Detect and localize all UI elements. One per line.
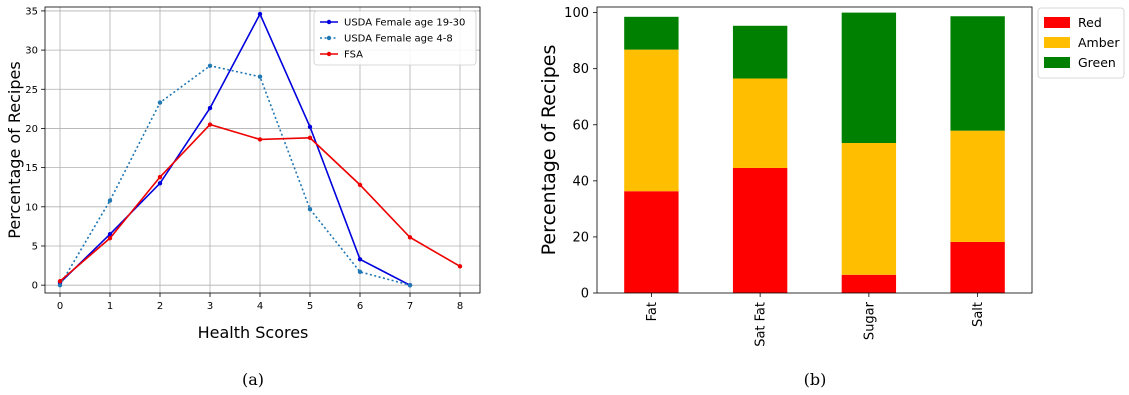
chart-a-ytick-label: 30 — [25, 46, 38, 57]
chart-b-plot-frame — [596, 6, 1033, 294]
chart-b-legend: Red Amber Green — [1037, 7, 1125, 79]
chart-a-point — [107, 198, 113, 203]
chart-b-caption: (b) — [804, 370, 827, 389]
chart-b-bars — [624, 12, 1005, 293]
chart-a-point — [207, 105, 213, 111]
chart-a-xtick-label: 0 — [57, 301, 63, 312]
chart-b-xtick-label: Salt — [971, 302, 986, 327]
chart-a-legend-box — [313, 10, 477, 66]
chart-a-xtick-label: 7 — [407, 301, 413, 312]
chart-b-legend-swatch — [1044, 37, 1070, 48]
chart-a-legend: USDA Female age 19-30 USDA Female age 4-8… — [313, 10, 477, 66]
chart-b-ytick-label: 60 — [572, 118, 589, 133]
chart-a-ylabel: Percentage of Recipes — [5, 61, 24, 238]
chart-a-point — [257, 137, 263, 142]
chart-b-ytick-label: 0 — [581, 287, 589, 302]
chart-a-point — [57, 282, 63, 288]
chart-a-caption: (a) — [242, 370, 264, 389]
chart-a-plot-frame — [44, 6, 481, 294]
chart-b-bar-red — [624, 191, 679, 293]
chart-a-point — [107, 232, 113, 237]
chart-b-bar-amber — [841, 142, 897, 275]
chart-b-ytick-label: 80 — [572, 62, 589, 77]
chart-a-xlabel: Health Scores — [198, 323, 309, 342]
chart-b-legend-swatch — [1044, 17, 1070, 28]
chart-a-series — [57, 11, 463, 288]
chart-a-xtick-label: 5 — [307, 301, 313, 312]
chart-b-legend-swatch — [1044, 57, 1070, 68]
chart-b-bar-amber — [732, 78, 788, 168]
chart-a-ytick-label: 20 — [25, 124, 38, 135]
chart-a-point — [257, 74, 263, 79]
chart-a-xtick-label: 6 — [357, 301, 363, 312]
chart-b-xtick-label: Fat — [645, 302, 660, 321]
chart-a-ytick-label: 25 — [25, 85, 38, 96]
chart-a-legend-label: FSA — [344, 50, 363, 61]
chart-a-point — [307, 206, 313, 212]
chart-b-xtick-label: Sat Fat — [754, 302, 769, 347]
chart-b-bar-red — [732, 167, 788, 293]
chart-a-ticks: 0 1 2 3 4 5 6 7 8 0 5 10 15 20 25 30 35 — [25, 6, 463, 312]
chart-a-point — [357, 257, 363, 262]
chart-b-ylabel: Percentage of Recipes — [538, 45, 560, 256]
chart-a-legend-marker — [326, 19, 332, 25]
chart-a-point — [157, 100, 163, 105]
chart-a-ytick-label: 10 — [25, 202, 38, 213]
chart-b-ytick-label: 20 — [572, 230, 589, 245]
chart-b-bar-amber — [624, 49, 679, 192]
chart-a-point — [257, 11, 263, 17]
chart-b-bar-green — [732, 25, 788, 79]
chart-a-xtick-label: 4 — [257, 301, 263, 312]
chart-b-bar-green — [624, 16, 679, 50]
chart-b-legend-label: Red — [1078, 15, 1102, 30]
chart-a-point — [207, 122, 213, 127]
chart-a-ytick-label: 35 — [25, 6, 38, 17]
chart-a-point — [407, 235, 413, 240]
chart-a-legend-label: USDA Female age 19-30 — [344, 18, 465, 29]
chart-a-point — [357, 269, 363, 275]
chart-a-point — [57, 279, 63, 284]
chart-b-ytick-label: 40 — [572, 174, 589, 189]
chart-a-xtick-label: 8 — [457, 301, 463, 312]
chart-b-bar-red — [841, 274, 897, 293]
chart-b-bar-green — [950, 16, 1005, 131]
chart-b-bar-green — [841, 12, 897, 143]
chart-a-point — [207, 63, 213, 68]
chart-b-xtick-label: Sugar — [862, 301, 877, 340]
chart-a-point — [307, 135, 313, 141]
chart-a-legend-marker — [326, 51, 332, 57]
chart-b-legend-label: Green — [1078, 55, 1116, 70]
chart-a-ytick-label: 15 — [25, 163, 38, 174]
chart-b-bar-amber — [950, 130, 1005, 242]
chart-a-grid — [45, 7, 480, 293]
chart-a-point — [157, 174, 163, 180]
chart-a-xtick-label: 2 — [157, 301, 163, 312]
chart-b-ytick-label: 100 — [564, 6, 589, 21]
chart-a-point — [157, 181, 163, 186]
chart-a-series-line-1 — [59, 12, 411, 286]
chart-a-ytick-label: 0 — [32, 281, 38, 292]
chart-a-point — [307, 124, 313, 130]
chart-b-ticks: Fat Sat Fat Sugar Salt 0 20 40 60 80 100 — [564, 6, 986, 347]
chart-a-point — [357, 182, 363, 188]
chart-a-legend-marker — [326, 35, 332, 41]
chart-b-bar-red — [950, 241, 1005, 293]
chart-a-xtick-label: 1 — [107, 301, 113, 312]
chart-a-xtick-label: 3 — [207, 301, 213, 312]
chart-a-legend-label: USDA Female age 4-8 — [344, 34, 453, 45]
chart-b-legend-label: Amber — [1078, 35, 1120, 50]
chart-a-point — [457, 264, 463, 269]
chart-a-point — [407, 282, 413, 288]
chart-a-ytick-label: 5 — [32, 241, 38, 252]
chart-a-point — [107, 235, 113, 241]
